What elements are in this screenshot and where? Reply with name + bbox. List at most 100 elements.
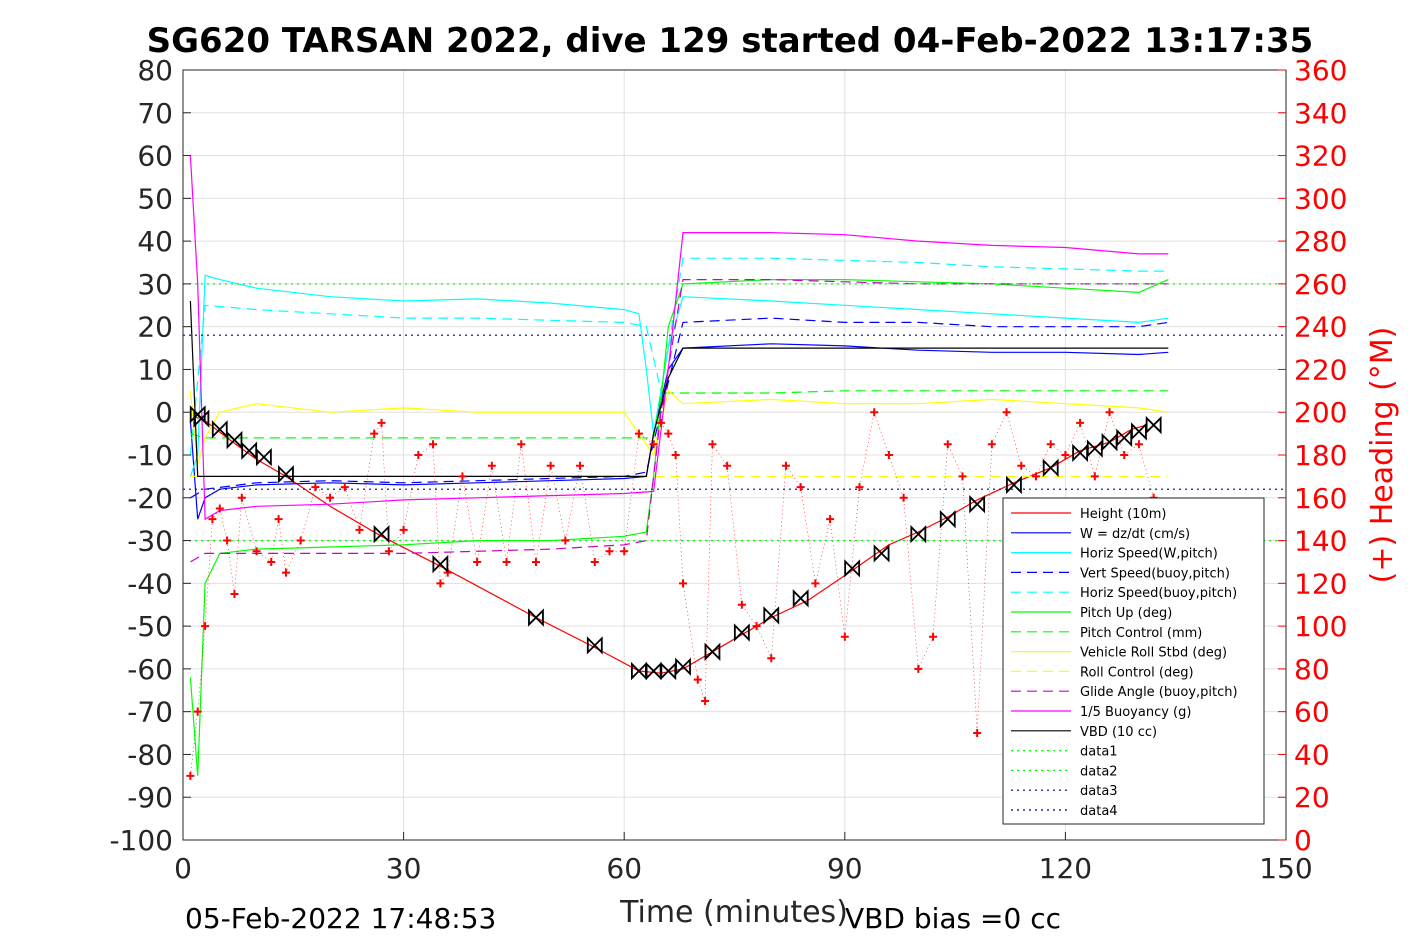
heading-point	[281, 568, 290, 577]
x-tick-label: 150	[1259, 852, 1312, 885]
right-tick-label: 220	[1294, 353, 1347, 386]
heading-point	[377, 418, 386, 427]
right-axis-ticks: 3603403203002802602402202001801601401201…	[1278, 54, 1347, 857]
heading-point	[899, 493, 908, 502]
heading-point	[517, 440, 526, 449]
height-marker	[373, 524, 390, 544]
legend-item-label: data4	[1080, 804, 1118, 819]
left-tick-label: -30	[127, 525, 173, 558]
heading-point	[546, 461, 555, 470]
heading-markers	[186, 408, 1158, 780]
right-tick-label: 120	[1294, 567, 1347, 600]
legend-item-label: Horiz Speed(W,pitch)	[1080, 547, 1218, 562]
x-axis-label: Time (minutes)	[619, 895, 848, 930]
heading-point	[561, 536, 570, 545]
legend-item-label: 1/5 Buoyancy (g)	[1080, 705, 1191, 720]
left-tick-label: -50	[127, 610, 173, 643]
heading-point	[436, 579, 445, 588]
height-marker	[278, 465, 294, 484]
height-marker	[675, 657, 691, 676]
heading-point	[914, 664, 923, 673]
heading-point	[267, 557, 276, 566]
footer-vbd-bias: VBD bias =0 cc	[845, 902, 1061, 935]
right-tick-label: 180	[1294, 439, 1347, 472]
heading-point	[429, 440, 438, 449]
right-tick-label: 240	[1294, 311, 1347, 344]
heading-point	[311, 483, 320, 492]
height-marker	[844, 559, 861, 578]
heading-point	[252, 547, 261, 556]
series-line-height-10m	[193, 415, 1147, 674]
heading-point	[296, 536, 305, 545]
height-marker	[939, 509, 956, 529]
heading-point	[752, 622, 761, 631]
left-tick-label: 30	[137, 268, 173, 301]
heading-point	[326, 493, 335, 502]
height-marker	[733, 623, 750, 642]
heading-point	[414, 451, 423, 459]
right-tick-label: 260	[1294, 268, 1347, 301]
series-layer	[183, 155, 1286, 776]
left-tick-label: -70	[127, 696, 173, 729]
heading-point	[1090, 472, 1099, 481]
left-tick-label: 50	[137, 182, 173, 215]
right-tick-label: 360	[1294, 54, 1347, 87]
height-marker	[1145, 415, 1162, 435]
height-marker	[873, 544, 890, 563]
height-marker	[255, 447, 272, 467]
heading-point	[826, 515, 835, 524]
left-tick-label: -10	[127, 439, 173, 472]
heading-point	[193, 707, 202, 716]
right-tick-label: 140	[1294, 525, 1347, 558]
heading-point	[384, 547, 393, 556]
left-tick-label: 70	[137, 97, 173, 130]
heading-point	[929, 632, 938, 641]
heading-point	[884, 451, 893, 459]
legend-item-label: Roll Control (deg)	[1080, 665, 1194, 680]
heading-point	[340, 483, 349, 492]
heading-point	[796, 483, 805, 492]
left-tick-label: 40	[137, 225, 173, 258]
heading-point	[186, 771, 195, 780]
heading-point	[840, 632, 849, 641]
left-tick-label: -20	[127, 482, 173, 515]
heading-point	[987, 440, 996, 449]
left-tick-label: -60	[127, 653, 173, 686]
series-line-pitch-control-mm	[190, 390, 1169, 439]
series-line-1-5-buoyancy-g	[189, 155, 1169, 521]
series-line-glide-angle-buoy-pitch	[190, 279, 1169, 563]
heading-point	[1076, 418, 1085, 427]
heading-point	[1061, 451, 1070, 459]
legend-item-label: VBD (10 cc)	[1080, 725, 1157, 740]
heading-point	[958, 472, 967, 481]
height-marker	[528, 608, 544, 627]
right-tick-label: 100	[1294, 610, 1347, 643]
heading-trace	[190, 411, 1154, 776]
left-tick-label: -100	[109, 824, 173, 857]
heading-point	[679, 579, 688, 588]
heading-point	[693, 675, 702, 684]
height-marker	[704, 642, 721, 661]
left-tick-label: 80	[137, 54, 173, 87]
heading-point	[502, 557, 511, 566]
legend-item-label: Pitch Up (deg)	[1080, 606, 1172, 621]
heading-point	[671, 451, 680, 459]
heading-point	[943, 440, 952, 449]
right-tick-label: 160	[1294, 482, 1347, 515]
right-tick-label: 80	[1294, 653, 1330, 686]
heading-point	[649, 440, 658, 449]
chart-title: SG620 TARSAN 2022, dive 129 started 04-F…	[147, 21, 1314, 61]
heading-point	[1002, 408, 1011, 417]
left-tick-label: 60	[137, 140, 173, 173]
left-tick-label: 0	[155, 396, 173, 429]
heading-point	[634, 429, 643, 438]
heading-point	[237, 493, 246, 502]
legend-item-label: data1	[1080, 745, 1118, 760]
series-line-vert-speed-buoy-pitch	[190, 317, 1169, 499]
heading-point	[1031, 472, 1040, 481]
heading-point	[723, 461, 732, 470]
heading-point	[973, 729, 982, 738]
x-tick-label: 60	[606, 852, 642, 885]
legend-item-label: Glide Angle (buoy,pitch)	[1080, 685, 1238, 700]
